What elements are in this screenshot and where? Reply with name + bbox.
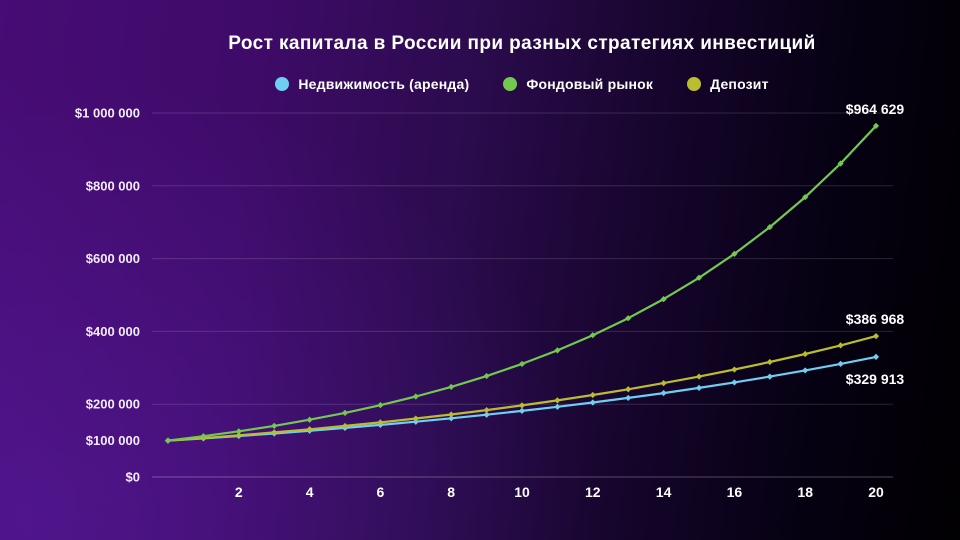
x-axis-tick-label: 6	[377, 484, 385, 500]
data-point-marker-deposit	[695, 373, 703, 380]
data-point-marker-stock-market	[271, 422, 278, 429]
data-point-marker-stock-market	[164, 437, 172, 444]
data-point-marker-real-estate-rent	[589, 399, 596, 406]
data-point-marker-deposit	[731, 366, 738, 373]
legend-item-real-estate-rent: Недвижимость (аренда)	[275, 76, 469, 92]
legend-item-stock-market: Фондовый рынок	[503, 76, 653, 92]
x-axis-tick-label: 8	[447, 484, 455, 500]
data-point-marker-stock-market	[695, 274, 703, 281]
data-point-marker-real-estate-rent	[412, 418, 419, 425]
data-point-marker-deposit	[837, 342, 844, 349]
legend-label-deposit: Депозит	[710, 76, 769, 92]
data-point-marker-deposit	[271, 429, 278, 436]
x-axis-tick-label: 12	[585, 484, 601, 500]
data-point-marker-real-estate-rent	[625, 394, 632, 402]
y-axis-tick-label: $800 000	[86, 178, 140, 193]
data-point-marker-stock-market	[554, 347, 561, 354]
data-point-marker-stock-market	[235, 428, 242, 435]
data-point-marker-real-estate-rent	[837, 360, 844, 367]
data-point-marker-deposit	[589, 391, 596, 399]
data-point-marker-stock-market	[766, 223, 773, 231]
data-point-marker-stock-market	[872, 122, 880, 129]
data-point-marker-deposit	[554, 397, 561, 404]
data-point-marker-stock-market	[589, 332, 596, 339]
x-axis-tick-label: 14	[656, 484, 672, 500]
y-axis-tick-label: $0	[126, 470, 140, 485]
legend-dot-stock-market	[503, 77, 518, 91]
data-point-marker-stock-market	[341, 409, 349, 416]
data-point-marker-stock-market	[377, 402, 384, 409]
data-point-marker-deposit	[377, 419, 384, 426]
legend-label-real-estate-rent: Недвижимость (аренда)	[298, 76, 470, 92]
data-point-marker-stock-market	[483, 372, 490, 380]
data-point-marker-deposit	[802, 350, 809, 358]
y-axis-tick-label: $400 000	[86, 324, 140, 339]
data-point-marker-real-estate-rent	[518, 407, 526, 414]
x-axis-tick-label: 16	[727, 484, 743, 500]
legend-dot-real-estate-rent	[275, 77, 290, 91]
chart-title: Рост капитала в России при разных страте…	[228, 33, 816, 54]
data-point-marker-stock-market	[448, 383, 455, 390]
data-point-marker-stock-market	[660, 296, 667, 303]
x-axis-tick-label: 18	[797, 484, 813, 500]
data-point-marker-real-estate-rent	[872, 353, 880, 361]
end-value-label-stock-market: $964 629	[846, 101, 905, 117]
y-axis-tick-label: $1 000 000	[75, 106, 140, 121]
data-point-marker-real-estate-rent	[448, 415, 455, 422]
data-point-marker-deposit	[625, 386, 632, 393]
data-point-marker-real-estate-rent	[731, 379, 738, 386]
data-point-marker-stock-market	[837, 160, 844, 167]
data-point-marker-real-estate-rent	[766, 373, 773, 380]
data-point-marker-stock-market	[200, 433, 207, 440]
data-point-marker-real-estate-rent	[483, 411, 490, 418]
data-point-marker-deposit	[483, 406, 490, 414]
data-point-marker-stock-market	[306, 416, 313, 423]
data-point-marker-deposit	[766, 358, 773, 366]
data-point-marker-deposit	[872, 333, 880, 340]
data-point-marker-stock-market	[731, 250, 738, 257]
data-point-marker-real-estate-rent	[802, 367, 809, 374]
x-axis-tick-label: 10	[514, 484, 530, 500]
data-point-marker-stock-market	[802, 193, 809, 201]
data-point-marker-stock-market	[625, 315, 632, 322]
data-point-marker-stock-market	[518, 360, 526, 368]
legend-item-deposit: Депозит	[687, 76, 769, 92]
legend-dot-deposit	[687, 77, 702, 91]
data-point-marker-deposit	[660, 380, 667, 387]
end-value-label-real-estate-rent: $329 913	[846, 371, 905, 387]
end-value-label-deposit: $386 968	[846, 311, 905, 327]
y-axis-tick-label: $100 000	[86, 433, 140, 448]
data-point-marker-stock-market	[412, 393, 419, 400]
data-point-marker-deposit	[518, 402, 526, 409]
x-axis-tick-label: 20	[868, 484, 884, 500]
data-point-marker-deposit	[448, 411, 455, 418]
data-point-marker-deposit	[235, 432, 242, 439]
data-point-marker-real-estate-rent	[554, 403, 561, 410]
data-point-marker-real-estate-rent	[695, 384, 703, 391]
data-point-marker-real-estate-rent	[660, 389, 667, 397]
data-point-marker-deposit	[341, 422, 349, 430]
x-axis-tick-label: 2	[235, 484, 243, 500]
legend-label-stock-market: Фондовый рынок	[526, 76, 654, 92]
chart-legend: Недвижимость (аренда) Фондовый рынок Депоз…	[84, 76, 960, 92]
data-point-marker-deposit	[306, 426, 313, 433]
x-axis-tick-label: 4	[306, 484, 314, 500]
y-axis-tick-label: $200 000	[86, 397, 140, 412]
y-axis-tick-label: $600 000	[86, 251, 140, 266]
data-point-marker-deposit	[412, 415, 419, 422]
series-line-stock-market	[166, 124, 878, 442]
